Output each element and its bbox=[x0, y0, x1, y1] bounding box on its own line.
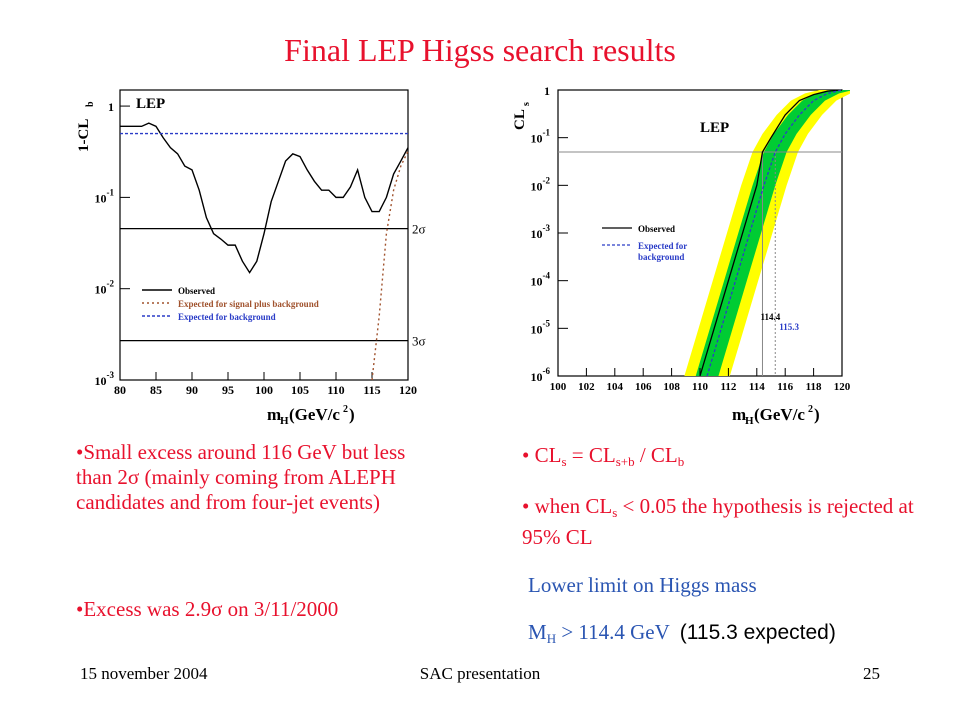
bullet-rejected: • when CLs < 0.05 the hypothesis is reje… bbox=[522, 494, 922, 550]
mh-value: > 114.4 GeV bbox=[556, 620, 670, 644]
lower-limit-label: Lower limit on Higgs mass bbox=[528, 573, 757, 597]
cls-sub-b: b bbox=[677, 454, 685, 469]
right-legend-label: Expected for bbox=[638, 241, 687, 251]
left-legend-label: Observed bbox=[178, 286, 215, 296]
left-y-tick-label: 1 bbox=[108, 100, 114, 114]
left-y-tick-label: 10-2 bbox=[95, 279, 115, 297]
right-y-tick-label: 10-5 bbox=[531, 318, 551, 336]
cls-sub-s: s bbox=[561, 454, 567, 469]
left-legend-label: Expected for signal plus background bbox=[178, 299, 319, 309]
mh-prefix: M bbox=[528, 620, 547, 644]
right-y-tick-label: 10-2 bbox=[531, 175, 551, 193]
left-x-tick-label: 100 bbox=[255, 383, 273, 397]
when-rest: < 0.05 the hypothesis is rejected at 95%… bbox=[522, 494, 914, 549]
right-plot: 114.4 115.3 100 102 104 106 108 110 112 114 116 118… bbox=[502, 82, 865, 430]
left-plot-svg: 80 85 90 95 100 105 110 115 120 1 10-1 10-2 10-3 2σ 3σ… bbox=[76, 89, 426, 427]
left-x-axis-label: m bbox=[267, 405, 281, 424]
right-x-tick-label: 106 bbox=[635, 381, 652, 393]
footer-title: SAC presentation bbox=[419, 664, 541, 683]
right-x-tick-label: 114 bbox=[749, 381, 765, 393]
left-y-axis-label: 1-CL bbox=[76, 119, 92, 152]
left-plot: 80 85 90 95 100 105 110 115 120 1 10-1 10-2 10-3 2σ 3σ… bbox=[72, 82, 440, 430]
right-y-tick-label: 10-1 bbox=[531, 128, 551, 146]
mh-limit: MH > 114.4 GeV (115.3 expected) bbox=[528, 620, 948, 651]
mh-expected: (115.3 expected) bbox=[679, 621, 836, 644]
right-x-axis-close: ) bbox=[814, 405, 820, 424]
cls-div: / CL bbox=[634, 443, 678, 467]
bullet-small-excess: •Small excess around 116 GeV but less th… bbox=[76, 440, 406, 514]
right-y-tick-label: 10-6 bbox=[531, 366, 551, 384]
bullet-excess-date: •Excess was 2.9σ on 3/11/2000 bbox=[76, 597, 339, 621]
cls-eq: = CL bbox=[566, 443, 616, 467]
right-x-tick-label: 108 bbox=[663, 381, 680, 393]
right-x-tick-label: 120 bbox=[834, 381, 850, 393]
right-x-axis-sub: H bbox=[745, 415, 754, 427]
slide-title: Final LEP Higss search results bbox=[284, 32, 676, 68]
left-y-tick-label: 10-3 bbox=[95, 370, 115, 388]
left-x-tick-label: 115 bbox=[363, 383, 380, 397]
right-x-tick-label: 112 bbox=[720, 381, 736, 393]
left-sigma-label: 2σ bbox=[412, 222, 426, 237]
left-series-0 bbox=[120, 122, 409, 274]
right-x-axis-unit: (GeV/c bbox=[754, 405, 805, 424]
right-limit-label: 115.3 bbox=[779, 322, 799, 332]
left-x-axis-close: ) bbox=[349, 405, 355, 424]
right-x-tick-label: 104 bbox=[607, 381, 624, 393]
when-prefix: • when CL bbox=[522, 494, 613, 518]
left-legend-label: Expected for background bbox=[178, 312, 276, 322]
left-x-axis-unit: (GeV/c bbox=[289, 405, 340, 424]
left-x-tick-label: 85 bbox=[150, 383, 162, 397]
cls-sub-sb: s+b bbox=[615, 454, 635, 469]
left-x-tick-label: 80 bbox=[114, 383, 126, 397]
left-x-tick-label: 90 bbox=[186, 383, 198, 397]
cls-prefix: • CL bbox=[522, 443, 562, 467]
right-x-tick-label: 116 bbox=[777, 381, 793, 393]
left-x-tick-label: 120 bbox=[399, 383, 417, 397]
left-plot-title: LEP bbox=[136, 96, 165, 112]
mh-sub: H bbox=[546, 631, 557, 646]
footer-page-number: 25 bbox=[863, 664, 880, 683]
left-x-tick-label: 95 bbox=[222, 383, 234, 397]
right-limit-label: 114.4 bbox=[760, 312, 780, 322]
right-x-axis-label: m bbox=[732, 405, 746, 424]
right-y-tick-label: 1 bbox=[544, 84, 550, 98]
right-y-axis-sub: s bbox=[521, 102, 532, 106]
left-x-axis-sub: H bbox=[280, 415, 289, 427]
right-y-axis-label: CL bbox=[512, 109, 528, 130]
right-1sigma-band bbox=[695, 90, 854, 376]
right-x-tick-label: 100 bbox=[550, 381, 567, 393]
right-x-tick-label: 102 bbox=[578, 381, 595, 393]
when-sub: s bbox=[612, 505, 618, 520]
right-series-0 bbox=[699, 89, 843, 377]
left-x-tick-label: 110 bbox=[327, 383, 344, 397]
right-x-tick-label: 118 bbox=[806, 381, 822, 393]
left-x-tick-label: 105 bbox=[291, 383, 309, 397]
bullet-cls-definition: • CLs = CLs+b / CLb bbox=[522, 443, 922, 474]
footer-date: 15 november 2004 bbox=[80, 664, 208, 683]
right-plot-title: LEP bbox=[700, 120, 729, 136]
right-y-tick-label: 10-3 bbox=[531, 223, 551, 241]
right-legend-label: background bbox=[638, 252, 684, 262]
left-y-axis-sub: b bbox=[85, 101, 96, 107]
left-x-axis-sup: 2 bbox=[343, 404, 348, 415]
right-x-tick-label: 110 bbox=[692, 381, 708, 393]
right-legend-label: Observed bbox=[638, 224, 675, 234]
right-series-1 bbox=[706, 89, 843, 377]
left-y-tick-label: 10-1 bbox=[95, 187, 115, 205]
left-sigma-label: 3σ bbox=[412, 334, 426, 349]
right-y-tick-label: 10-4 bbox=[531, 271, 551, 289]
right-x-axis-sup: 2 bbox=[808, 404, 813, 415]
